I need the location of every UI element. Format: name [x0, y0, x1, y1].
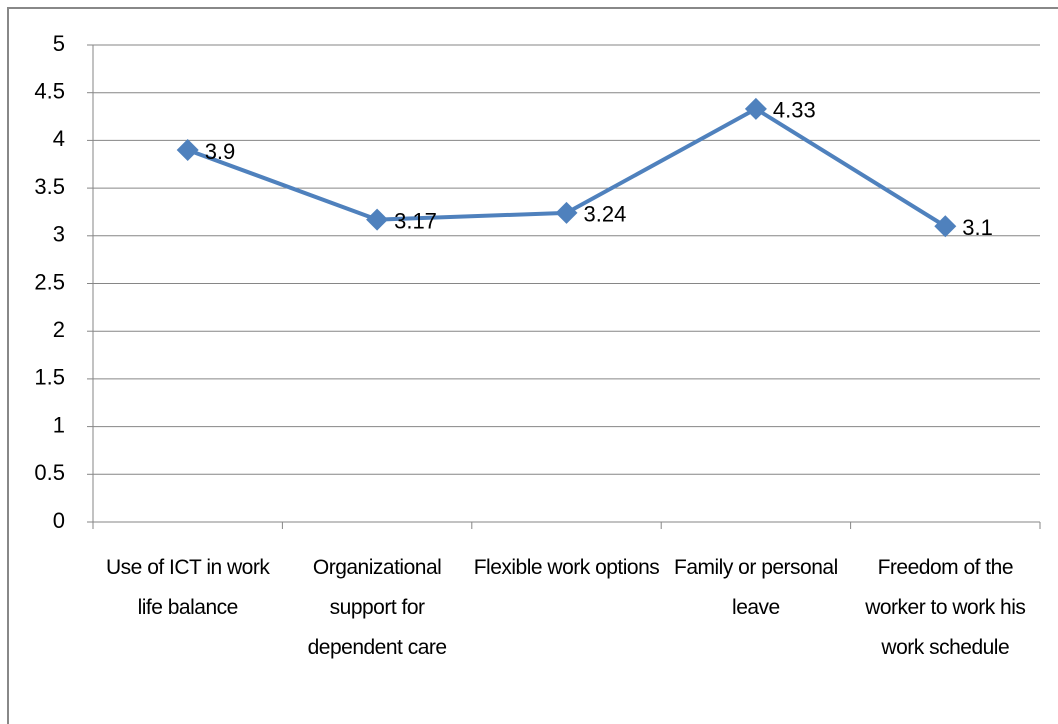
data-label: 3.17: [394, 208, 437, 233]
x-tick-label: Organizational support for dependent car…: [307, 556, 447, 659]
y-tick-label: 1.5: [34, 365, 65, 390]
y-tick-label: 2: [53, 317, 65, 342]
marker: [555, 201, 578, 224]
x-tick-label: Flexible work options: [473, 556, 660, 579]
data-label: 3.9: [205, 139, 236, 164]
marker: [934, 215, 957, 238]
marker: [366, 208, 389, 231]
y-tick-label: 0: [53, 508, 65, 533]
y-tick-label: 0.5: [34, 460, 65, 485]
x-tick-label: Freedom of the worker to work his work s…: [865, 556, 1026, 659]
marker: [744, 97, 767, 120]
y-tick-label: 3.5: [34, 174, 65, 199]
y-tick-label: 4: [53, 126, 65, 151]
data-label: 4.33: [773, 98, 816, 123]
chart-frame: [7, 7, 1058, 724]
x-tick-label: Use of ICT in work life balance: [106, 556, 270, 619]
data-label: 3.1: [962, 215, 993, 240]
y-tick-label: 5: [53, 31, 65, 56]
data-label: 3.24: [584, 202, 627, 227]
y-tick-label: 2.5: [34, 269, 65, 294]
y-tick-label: 4.5: [34, 79, 65, 104]
x-tick-label: Family or personal leave: [674, 556, 838, 619]
y-tick-label: 1: [53, 412, 65, 437]
marker: [176, 138, 199, 161]
y-tick-label: 3: [53, 222, 65, 247]
